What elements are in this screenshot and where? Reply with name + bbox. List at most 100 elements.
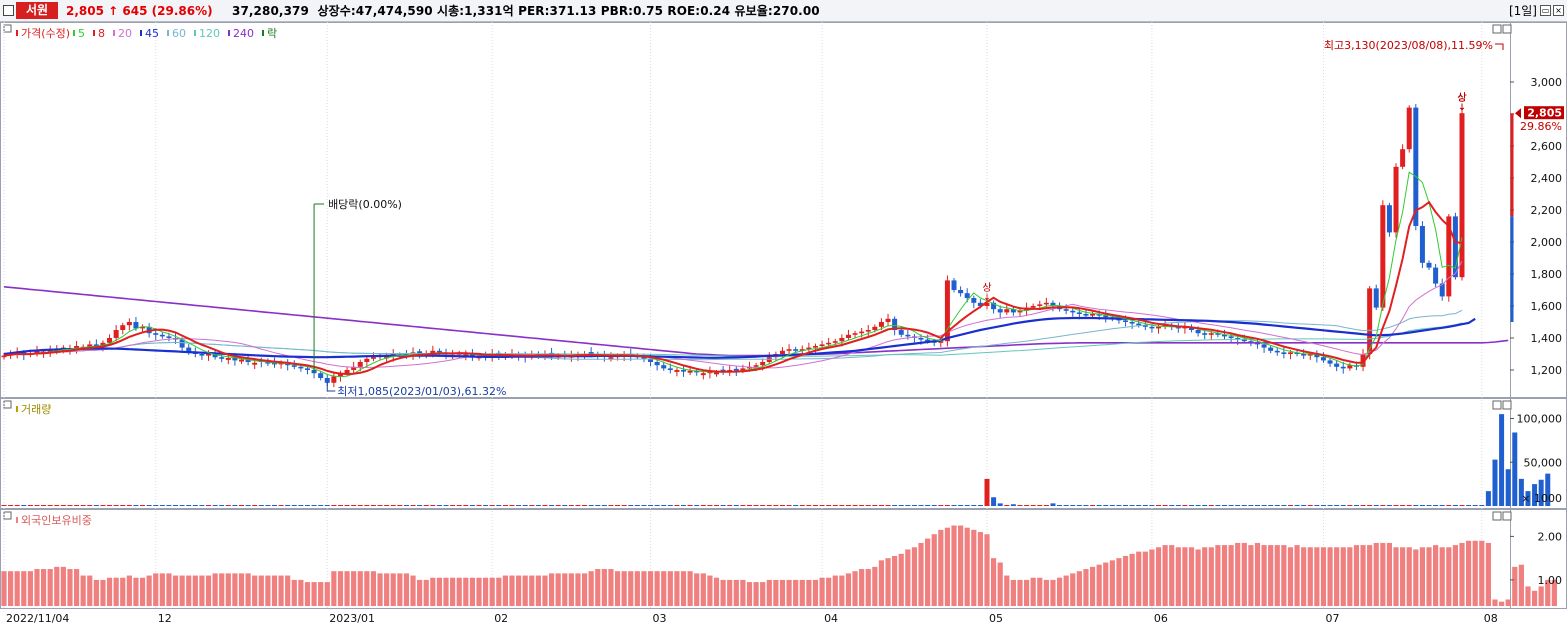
volume-bar [1189, 505, 1195, 506]
volume-bar [1320, 505, 1326, 506]
volume-bar [568, 505, 574, 506]
limit-up-label: 상 [1457, 92, 1466, 104]
volume-bar [225, 505, 231, 506]
volume-bar [1327, 505, 1333, 506]
volume-bar [542, 505, 548, 506]
foreign-ratio-bar [1241, 542, 1247, 606]
volume-bar [535, 505, 541, 506]
foreign-ratio-bar [608, 569, 614, 606]
foreign-ratio-bar [1307, 547, 1313, 606]
stock-chart[interactable]: 1,200 1,400 1,600 1,800 2,000 2,200 2,400 2,600… [0, 22, 1567, 630]
volume-bar [779, 505, 785, 506]
candle-body [318, 373, 324, 378]
close-icon [1502, 400, 1512, 410]
foreign-ratio-bar [984, 534, 990, 606]
foreign-ratio-bar [318, 582, 324, 606]
foreign-ratio-bar [1149, 549, 1155, 606]
volume-bar [707, 505, 713, 506]
candle-body [918, 338, 924, 340]
candle-body [997, 309, 1003, 313]
stock-header: 서원 2,805 ↑ 645 (29.86%) 37,280,379 상장수:4… [0, 0, 1567, 22]
volume-bar [1386, 505, 1392, 506]
current-price-pointer-icon [1515, 108, 1521, 119]
foreign-ratio-bar [1070, 573, 1076, 606]
legend-label: 20 [118, 27, 132, 40]
legend-label: 락 [267, 27, 277, 40]
candle-body [1136, 323, 1142, 326]
candle-body [344, 370, 350, 374]
foreign-ratio-bar [311, 582, 317, 606]
candle-body [648, 358, 654, 362]
candle-body [337, 373, 343, 377]
foreign-ratio-bar [397, 573, 403, 606]
foreign-ratio-bar [1142, 551, 1148, 606]
volume-bar [1505, 469, 1511, 506]
foreign-ratio-bar [1287, 547, 1294, 606]
volume-bar [812, 505, 818, 506]
foreign-ratio-bar [1433, 545, 1439, 606]
foreign-ratio-bar [1, 571, 7, 606]
foreign-ratio-bar [298, 579, 304, 606]
candle-body [364, 358, 370, 362]
volume-bar [1261, 505, 1267, 506]
period-selector[interactable]: [1일] [1508, 4, 1537, 18]
panel-toggle-icon [3, 400, 12, 409]
candle-body [1400, 149, 1406, 167]
volume-bar [562, 505, 568, 506]
candle-body [661, 365, 667, 369]
close-icon[interactable]: × [1553, 5, 1564, 16]
foreign-ratio-bar [595, 569, 601, 606]
panel-toggle-icon [3, 511, 12, 520]
foreign-ratio-bar [1459, 542, 1465, 606]
volume-bar [905, 505, 911, 506]
candle-body [140, 326, 146, 329]
foreign-ratio-bar [1426, 547, 1432, 606]
volume-bar [944, 505, 950, 506]
foreign-ratio-bar [166, 573, 172, 606]
candle-body [793, 349, 799, 351]
foreign-ratio-bar [1452, 545, 1459, 606]
foreign-ratio-bar [219, 573, 225, 606]
foreign-ratio-bar [1136, 551, 1142, 606]
foreign-ratio-bar [674, 571, 680, 606]
volume-bar [1492, 459, 1498, 506]
volume-bar [192, 505, 198, 506]
pbr-value: PBR:0.75 [600, 4, 664, 18]
limit-up-label: 상 [1457, 92, 1466, 104]
candle-body [1340, 366, 1346, 369]
limit-up-label: 상 [982, 282, 991, 294]
stock-name[interactable]: 서원 [16, 2, 59, 19]
restore-icon[interactable]: ▭ [1540, 5, 1551, 16]
foreign-ratio-bar [694, 573, 700, 606]
volume-bar [318, 505, 324, 506]
foreign-ratio-bar [779, 579, 786, 606]
foreign-ratio-bar [812, 579, 819, 606]
volume-bar [634, 505, 640, 506]
volume-bar [476, 505, 482, 506]
foreign-ratio-bar [212, 573, 218, 606]
volume-bar [212, 505, 218, 506]
volume-bar [1057, 505, 1063, 506]
foreign-ratio-bar [1274, 545, 1280, 606]
candle-body [199, 354, 205, 356]
foreign-ratio-bar [60, 566, 66, 606]
volume-bar [450, 505, 456, 506]
candle-body [212, 354, 218, 358]
candle-body [779, 350, 785, 354]
candle-body [958, 290, 964, 294]
volume-bar [364, 505, 370, 506]
close-icon [1502, 24, 1512, 34]
volume-bar [496, 505, 502, 506]
volume-bar [806, 505, 812, 506]
candle-body [1156, 326, 1162, 329]
legend-swatch [194, 30, 196, 36]
candle-body [859, 331, 865, 334]
foreign-ratio-bar [931, 534, 937, 606]
volume-bar [1017, 505, 1023, 506]
foreign-ratio-bar [878, 560, 885, 606]
candle-body [608, 357, 614, 360]
foreign-ratio-bar [852, 571, 858, 606]
volume-bar [1545, 473, 1551, 506]
select-checkbox[interactable] [3, 5, 14, 16]
candle-body [740, 368, 746, 371]
